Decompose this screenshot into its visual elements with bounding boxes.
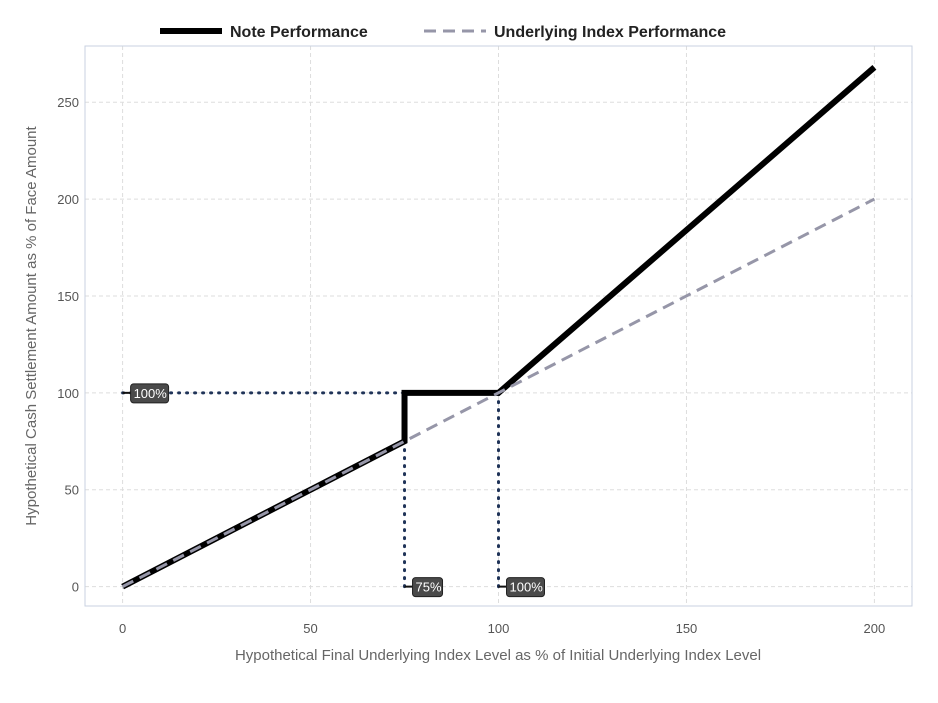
x-tick-label: 50 xyxy=(303,621,317,636)
legend-label-index: Underlying Index Performance xyxy=(494,24,726,41)
annotations: 100% 75% 100% xyxy=(122,383,545,598)
x-tick-label: 200 xyxy=(864,621,886,636)
x-tick-label: 100 xyxy=(488,621,510,636)
y-axis-title: Hypothetical Cash Settlement Amount as %… xyxy=(23,125,40,525)
x-axis-title: Hypothetical Final Underlying Index Leve… xyxy=(235,647,761,664)
annotation-label: 100% xyxy=(510,580,544,595)
plot-border xyxy=(84,45,913,607)
y-tick-label: 0 xyxy=(72,580,79,595)
y-tick-label: 200 xyxy=(57,192,79,207)
annotation-label: 100% xyxy=(134,386,168,401)
legend-label-note: Note Performance xyxy=(230,24,368,41)
series-underlying-index-performance xyxy=(121,197,876,588)
y-tick-label: 50 xyxy=(65,483,79,498)
x-tick-label: 0 xyxy=(119,621,126,636)
legend: Note Performance Underlying Index Perfor… xyxy=(160,24,726,41)
y-tick-label: 250 xyxy=(57,95,79,110)
y-ticks: 0 50 100 150 200 250 xyxy=(57,95,79,594)
x-tick-label: 150 xyxy=(676,621,698,636)
annotation-label: 75% xyxy=(416,580,442,595)
y-tick-label: 100 xyxy=(57,386,79,401)
y-tick-label: 150 xyxy=(57,289,79,304)
x-ticks: 0 50 100 150 200 xyxy=(119,621,885,636)
annotation-box xyxy=(506,577,545,598)
series xyxy=(121,65,877,590)
annotation-box xyxy=(130,383,170,404)
annotation-box xyxy=(412,577,444,598)
